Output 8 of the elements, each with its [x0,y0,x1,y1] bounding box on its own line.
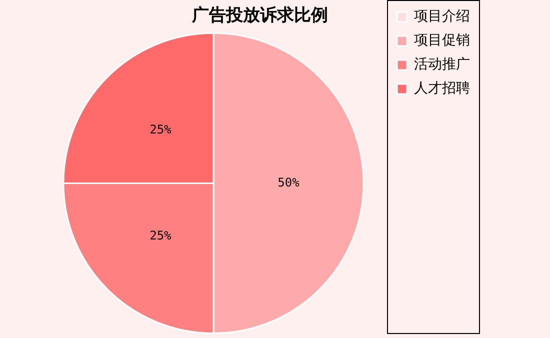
legend-label: 人才招聘 [414,80,470,97]
data-label: 50% [278,175,300,190]
data-label: 25% [150,228,172,242]
legend-label: 项目促销 [414,32,470,49]
data-label: 25% [150,122,172,136]
legend-label: 活动推广 [414,56,470,73]
chart-title: 广告投放诉求比例 [191,6,328,26]
legend-label: 项目介绍 [414,8,470,25]
